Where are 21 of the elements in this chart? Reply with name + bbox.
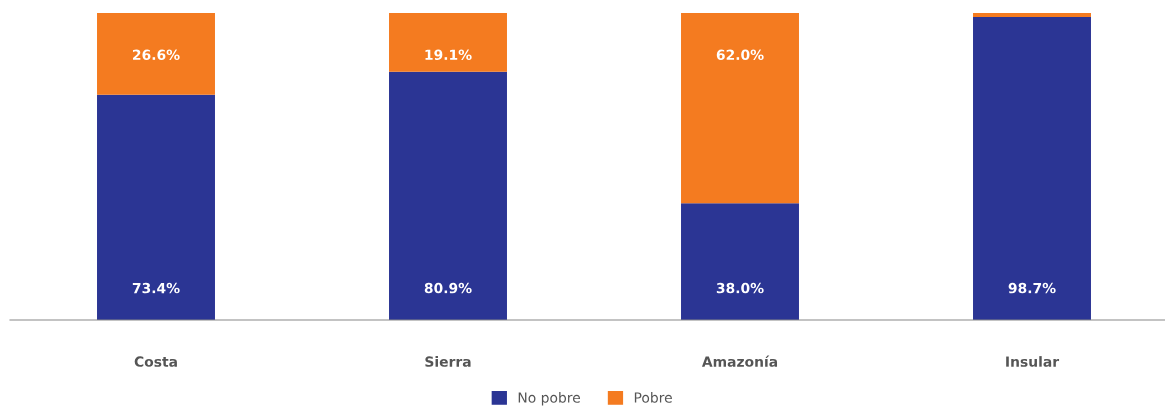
x-tick-label: Amazonía — [701, 355, 778, 367]
x-tick-label: Costa — [134, 356, 177, 367]
data-label: 80.9% — [424, 282, 472, 294]
legend-label: Pobre — [634, 392, 672, 403]
x-tick-label: Sierra — [425, 356, 471, 367]
x-tick-label: Insular — [1006, 356, 1060, 367]
data-label: 26.6% — [133, 49, 180, 61]
bar — [681, 203, 799, 320]
bar — [973, 13, 1091, 17]
bar — [97, 94, 215, 320]
bar — [389, 71, 507, 320]
legend-label: No pobre — [518, 392, 580, 406]
bar — [973, 16, 1091, 320]
data-label: 98.7% — [1008, 282, 1056, 294]
data-label: 73.4% — [132, 282, 180, 294]
bar — [97, 13, 215, 95]
data-label: 19.1% — [425, 49, 472, 61]
bar — [389, 13, 507, 72]
data-label: 38.0% — [716, 282, 764, 294]
bar — [681, 13, 799, 204]
data-label: 62.0% — [716, 49, 764, 61]
